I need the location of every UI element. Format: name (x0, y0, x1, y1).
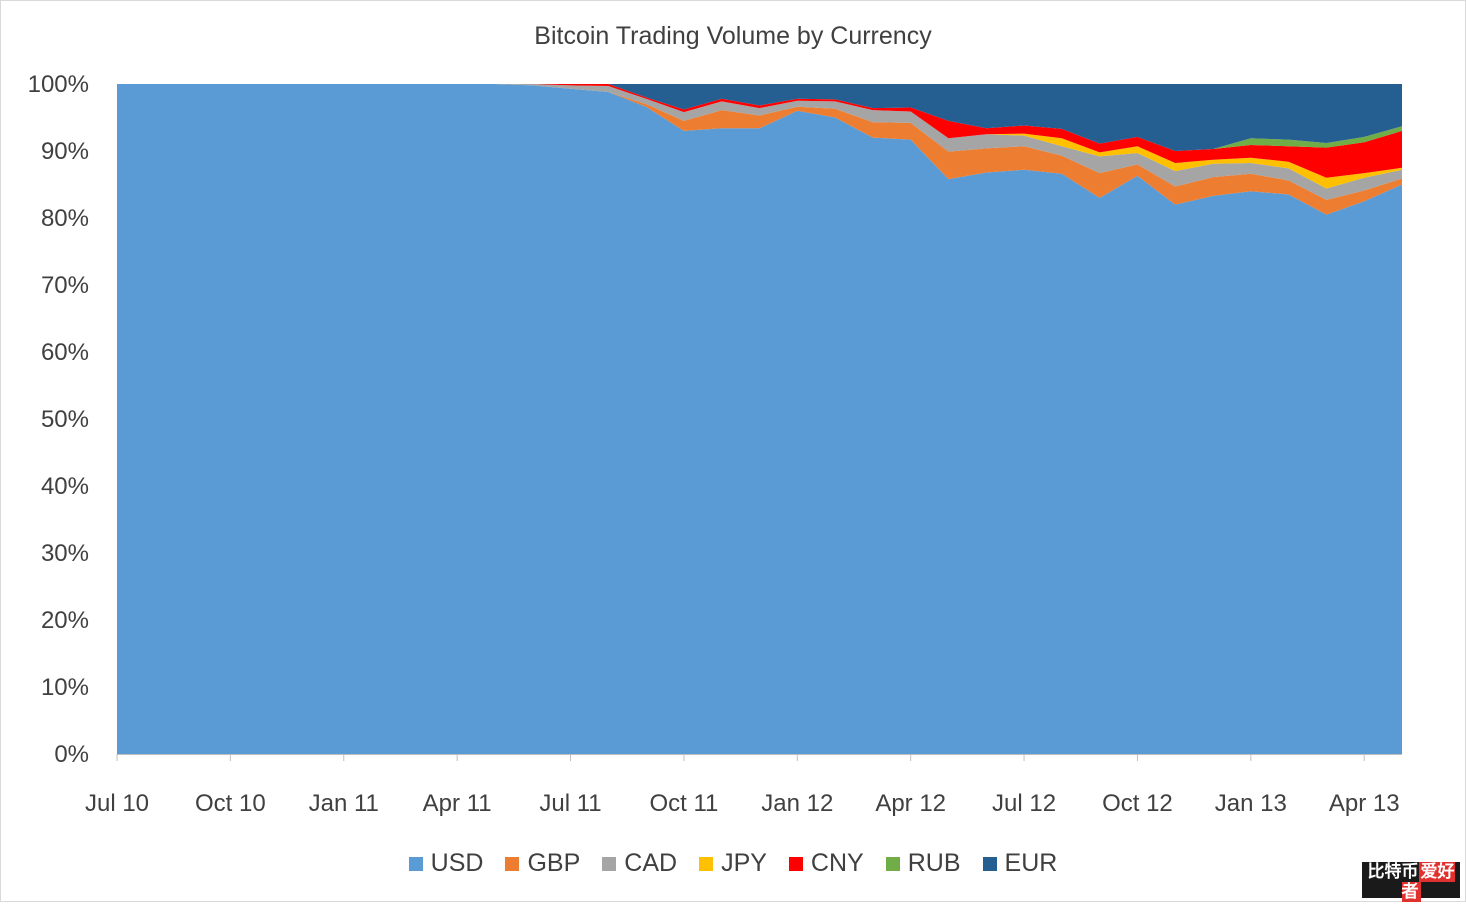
x-tick-label: Jul 10 (85, 790, 149, 817)
x-tick-label: Jul 11 (539, 790, 601, 817)
legend-label: CAD (624, 849, 678, 877)
legend-label: GBP (527, 849, 581, 877)
legend-swatch (408, 856, 423, 871)
legend-label: JPY (721, 849, 767, 877)
legend-label: CNY (810, 849, 864, 877)
legend-label: RUB (907, 849, 961, 877)
legend-item-eur: EUR (982, 849, 1058, 878)
y-tick-label: 10% (41, 674, 89, 701)
y-tick-label: 70% (41, 272, 89, 299)
y-tick-label: 20% (41, 607, 89, 634)
legend-swatch (602, 856, 617, 871)
legend-item-cad: CAD (602, 849, 677, 878)
chart-title: Bitcoin Trading Volume by Currency (534, 22, 932, 50)
x-tick-label: Apr 13 (1329, 790, 1400, 817)
y-tick-label: 80% (41, 205, 89, 232)
legend-swatch (982, 856, 997, 871)
y-tick-label: 40% (41, 473, 89, 500)
area-gbp (117, 84, 1402, 215)
legend-item-cny: CNY (788, 849, 864, 878)
y-tick-label: 90% (41, 138, 89, 165)
y-tick-label: 30% (41, 540, 89, 567)
x-tick-label: Oct 11 (649, 790, 718, 817)
legend-swatch (699, 856, 714, 871)
watermark-logo: 比特币 爱好者 www.btcfans.com (1362, 862, 1460, 914)
x-tick-label: Jan 11 (309, 790, 379, 817)
x-tick-label: Jul 12 (992, 790, 1056, 817)
x-tick-label: Jan 12 (761, 790, 833, 817)
area-usd (117, 84, 1402, 754)
y-tick-label: 0% (54, 741, 89, 768)
area-rub (117, 84, 1402, 151)
y-tick-label: 60% (41, 339, 89, 366)
x-tick-label: Apr 11 (423, 790, 492, 817)
x-tick-label: Oct 10 (195, 790, 266, 817)
stacked-area-chart: 0% 10% 20% 30% 40% 50% 60% 70% 80% 90% 100% Jul 10 O… (28, 71, 1402, 817)
legend-label: USD (430, 849, 484, 877)
legend-item-gbp: GBP (505, 849, 580, 878)
watermark-text-1: 比特币 (1367, 862, 1419, 882)
legend-item-jpy: JPY (699, 849, 767, 878)
y-tick-label: 50% (41, 406, 89, 433)
x-tick-label: Apr 12 (875, 790, 946, 817)
watermark-url: www.btcfans.com (1366, 903, 1456, 914)
legend: USD GBP CAD JPY CNY RUB EUR (0, 849, 1466, 878)
legend-swatch (788, 856, 803, 871)
legend-item-usd: USD (408, 849, 484, 878)
area-eur (117, 84, 1402, 151)
legend-item-rub: RUB (885, 849, 961, 878)
y-tick-label: 100% (28, 71, 89, 98)
legend-label: EUR (1004, 849, 1058, 877)
legend-swatch (505, 856, 520, 871)
legend-swatch (885, 856, 900, 871)
x-tick-label: Jan 13 (1215, 790, 1287, 817)
x-tick-label: Oct 12 (1102, 790, 1173, 817)
